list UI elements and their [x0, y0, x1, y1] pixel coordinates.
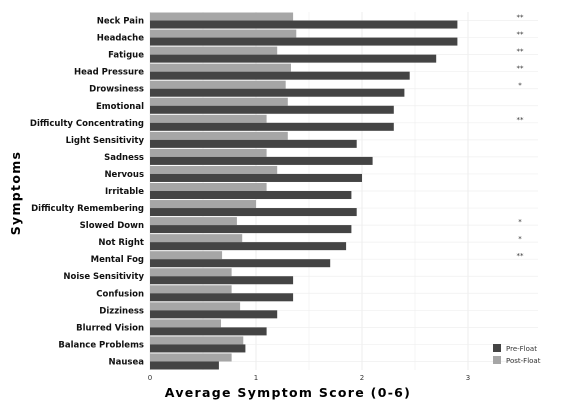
- bar-post-float: [150, 182, 267, 191]
- bar-pre-float: [150, 191, 352, 200]
- category-label: Neck Pain: [97, 17, 144, 27]
- x-tick-label: 0: [148, 374, 152, 382]
- bar-post-float: [150, 302, 241, 311]
- x-tick-label: 2: [360, 374, 364, 382]
- x-axis-ticks: 0 1 2 3: [148, 374, 470, 382]
- bar-post-float: [150, 336, 244, 345]
- bar-post-float: [150, 63, 291, 72]
- category-label: Irritable: [105, 187, 144, 197]
- bar-pre-float: [150, 242, 347, 251]
- bar-post-float: [150, 97, 288, 106]
- bar-pre-float: [150, 344, 246, 353]
- bar-pre-float: [150, 259, 331, 268]
- category-label: Difficulty Concentrating: [30, 119, 144, 129]
- bar-post-float: [150, 200, 256, 209]
- category-label: Balance Problems: [58, 340, 144, 350]
- bar-pre-float: [150, 139, 357, 148]
- bar-post-float: [150, 80, 286, 89]
- category-label: Head Pressure: [74, 68, 144, 78]
- significance-marker: *: [518, 218, 522, 226]
- legend-swatch-post-float: [493, 356, 501, 364]
- x-tick-label: 1: [254, 374, 258, 382]
- category-label: Emotional: [96, 102, 144, 112]
- x-axis-title: Average Symptom Score (0-6): [165, 385, 411, 400]
- bar-pre-float: [150, 327, 267, 336]
- significance-marker: **: [517, 65, 525, 73]
- bar-pre-float: [150, 37, 458, 46]
- y-axis-title: Symptoms: [8, 151, 23, 236]
- category-label: Confusion: [96, 289, 144, 299]
- bar-pre-float: [150, 361, 219, 370]
- significance-marker: **: [517, 31, 525, 39]
- category-label: Mental Fog: [91, 255, 144, 265]
- legend-swatch-pre-float: [493, 344, 501, 352]
- bar-pre-float: [150, 71, 410, 80]
- category-label: Nervous: [104, 170, 144, 180]
- bar-pre-float: [150, 225, 352, 234]
- bar-post-float: [150, 131, 288, 140]
- legend-label-post-float: Post-Float: [506, 357, 541, 365]
- category-label: Fatigue: [108, 51, 144, 61]
- bar-post-float: [150, 319, 222, 328]
- category-label: Drowsiness: [89, 85, 144, 95]
- significance-marker: **: [517, 14, 525, 22]
- bar-pre-float: [150, 173, 362, 182]
- category-label: Difficulty Remembering: [31, 204, 144, 214]
- bar-post-float: [150, 114, 267, 123]
- bar-pre-float: [150, 156, 373, 165]
- bar-post-float: [150, 217, 237, 226]
- bar-post-float: [150, 12, 294, 21]
- significance-marker: *: [518, 235, 522, 243]
- bar-pre-float: [150, 54, 437, 63]
- category-label: Sadness: [104, 153, 144, 163]
- bar-post-float: [150, 268, 232, 277]
- category-label: Dizziness: [99, 306, 144, 316]
- x-tick-label: 3: [466, 374, 470, 382]
- bar-post-float: [150, 46, 278, 55]
- bar-pre-float: [150, 276, 294, 285]
- bar-pre-float: [150, 293, 294, 302]
- category-label: Light Sensitivity: [66, 136, 145, 146]
- bar-post-float: [150, 285, 232, 294]
- category-label: Blurred Vision: [76, 323, 144, 333]
- bar-post-float: [150, 251, 223, 260]
- significance-marker: *: [518, 82, 522, 90]
- legend-label-pre-float: Pre-Float: [506, 345, 537, 353]
- bar-pre-float: [150, 208, 357, 217]
- significance-marker: **: [517, 116, 525, 124]
- category-label: Headache: [97, 34, 145, 44]
- bar-post-float: [150, 165, 278, 174]
- significance-marker: **: [517, 252, 525, 260]
- bar-post-float: [150, 29, 297, 38]
- bar-pre-float: [150, 310, 278, 319]
- category-labels: Neck Pain Headache Fatigue Head Pressure Dro…: [30, 17, 145, 368]
- significance-labels: ***************: [517, 14, 525, 261]
- category-label: Noise Sensitivity: [63, 272, 144, 282]
- category-label: Slowed Down: [80, 221, 144, 231]
- category-label: Not Right: [98, 238, 144, 248]
- bars: [150, 12, 458, 370]
- bar-post-float: [150, 353, 232, 362]
- bar-pre-float: [150, 20, 458, 29]
- legend: Pre-Float Post-Float: [493, 344, 541, 365]
- category-label: Nausea: [109, 357, 145, 367]
- bar-post-float: [150, 148, 267, 157]
- significance-marker: **: [517, 48, 525, 56]
- bar-post-float: [150, 234, 243, 243]
- bar-pre-float: [150, 105, 394, 114]
- bar-pre-float: [150, 122, 394, 131]
- bar-pre-float: [150, 88, 405, 97]
